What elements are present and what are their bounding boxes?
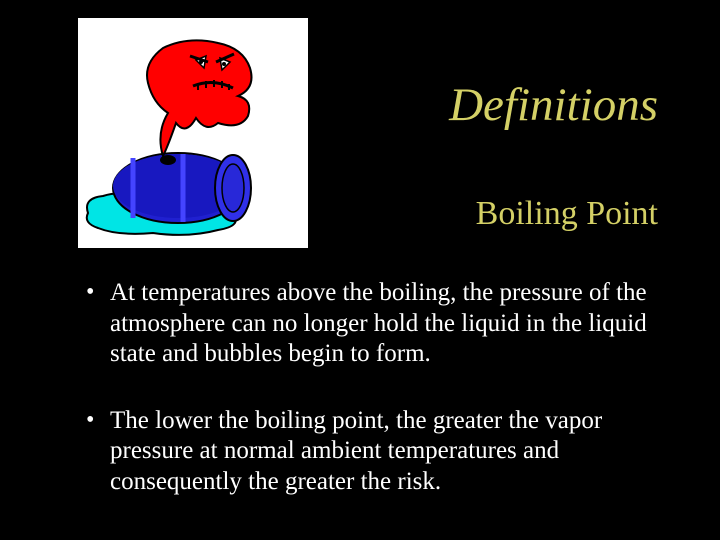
barrel-clipart bbox=[78, 18, 308, 248]
bullet-item: At temperatures above the boiling, the p… bbox=[82, 278, 660, 370]
slide-subtitle: Boiling Point bbox=[476, 195, 658, 233]
slide-title: Definitions bbox=[449, 78, 658, 132]
bullet-text: At temperatures above the boiling, the p… bbox=[110, 279, 647, 367]
bullet-list: At temperatures above the boiling, the p… bbox=[82, 278, 660, 533]
bullet-item: The lower the boiling point, the greater… bbox=[82, 406, 660, 498]
bullet-text: The lower the boiling point, the greater… bbox=[110, 407, 602, 495]
